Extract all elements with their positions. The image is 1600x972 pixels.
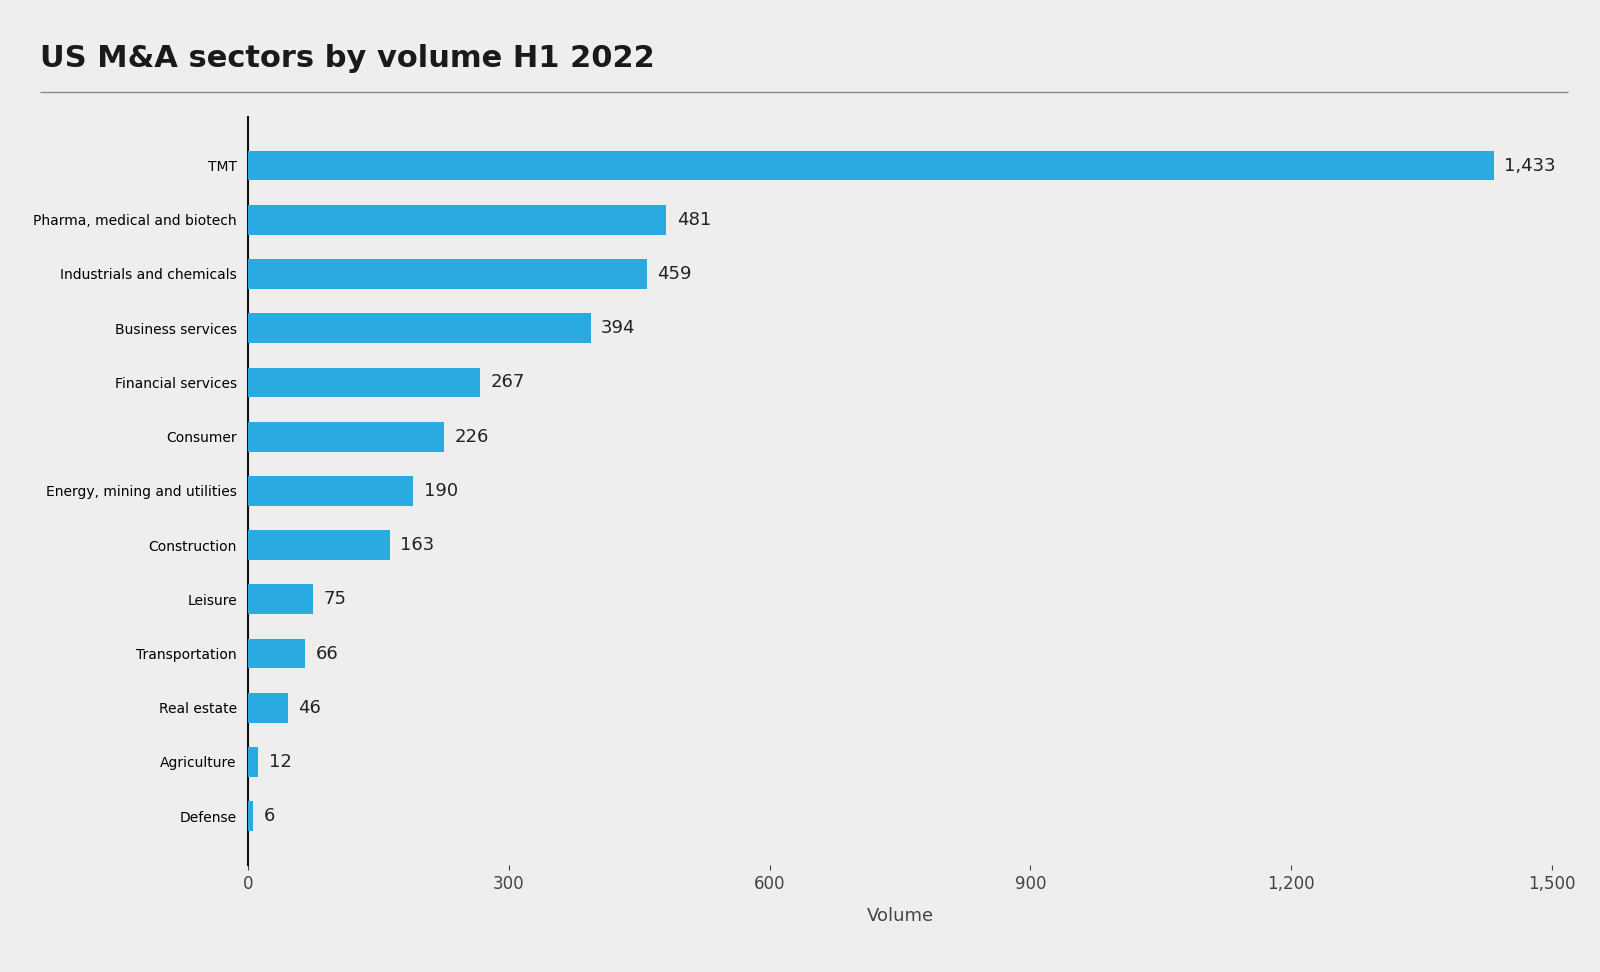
Bar bbox=[248, 422, 445, 452]
Text: 190: 190 bbox=[424, 482, 458, 500]
Bar bbox=[248, 205, 666, 234]
Text: 481: 481 bbox=[677, 211, 710, 228]
Text: 226: 226 bbox=[454, 428, 490, 445]
Bar bbox=[248, 151, 1494, 181]
Text: 394: 394 bbox=[602, 319, 635, 337]
Bar bbox=[248, 260, 646, 289]
Text: 75: 75 bbox=[323, 590, 347, 608]
Text: 66: 66 bbox=[315, 644, 339, 663]
Text: 267: 267 bbox=[491, 373, 525, 392]
Text: 46: 46 bbox=[299, 699, 322, 716]
Bar bbox=[248, 693, 288, 722]
Bar bbox=[248, 747, 259, 777]
Bar bbox=[248, 801, 253, 831]
Text: 459: 459 bbox=[658, 265, 691, 283]
Text: 6: 6 bbox=[264, 807, 275, 825]
Text: US M&A sectors by volume H1 2022: US M&A sectors by volume H1 2022 bbox=[40, 44, 654, 73]
X-axis label: Volume: Volume bbox=[867, 907, 933, 924]
Text: 163: 163 bbox=[400, 537, 434, 554]
Text: 1,433: 1,433 bbox=[1504, 156, 1555, 175]
Bar bbox=[248, 584, 314, 614]
Bar bbox=[248, 367, 480, 398]
Text: 12: 12 bbox=[269, 753, 291, 771]
Bar bbox=[248, 476, 413, 505]
Bar bbox=[248, 530, 390, 560]
Bar bbox=[248, 313, 590, 343]
Bar bbox=[248, 639, 306, 669]
